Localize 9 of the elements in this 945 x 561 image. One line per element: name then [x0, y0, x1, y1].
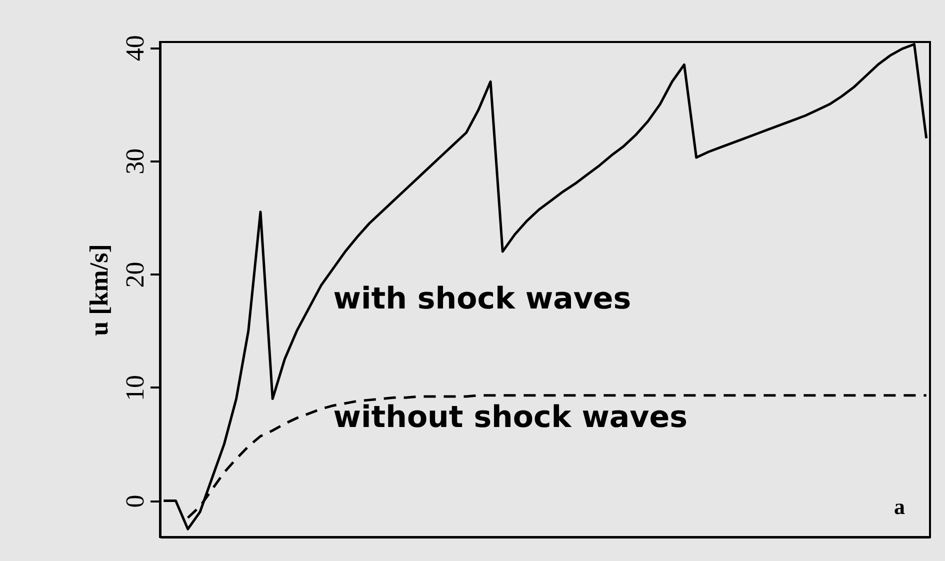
series-label: with shock waves	[333, 281, 632, 316]
y-axis-title: u [km/s]	[84, 244, 114, 336]
y-tick-label: 30	[120, 148, 150, 174]
y-tick-label: 10	[120, 374, 150, 401]
series-label: without shock waves	[333, 400, 688, 436]
y-tick-label: 0	[120, 494, 150, 508]
annotation: a	[894, 494, 905, 519]
y-tick-label: 40	[120, 35, 150, 62]
y-tick-label: 20	[120, 262, 150, 288]
